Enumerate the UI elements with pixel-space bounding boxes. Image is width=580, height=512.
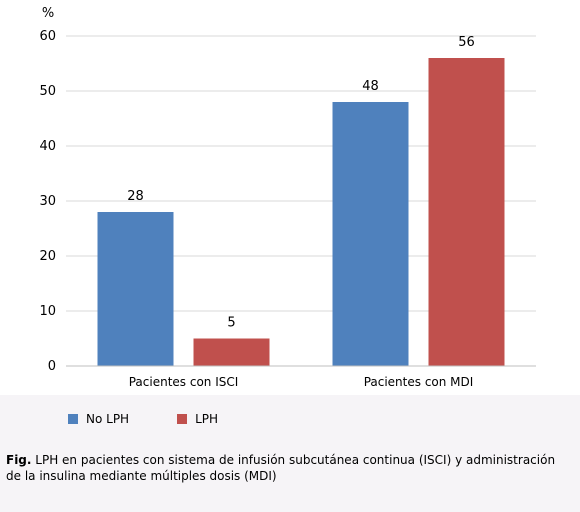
bar-no-lph-pacientes-con-mdi: [332, 102, 409, 366]
data-label-no-lph-pacientes-con-mdi: 48: [362, 79, 379, 94]
y-axis-ticks: 0 10 20 30 40 50 60: [39, 29, 56, 374]
legend-label-lph: LPH: [195, 412, 219, 426]
legend-label-no-lph: No LPH: [86, 412, 130, 426]
y-tick-label-60: 60: [39, 29, 56, 44]
legend: No LPH LPH: [68, 412, 266, 426]
bar-lph-pacientes-con-isci: [193, 338, 270, 366]
data-label-no-lph-pacientes-con-isci: 28: [127, 189, 144, 204]
legend-item-lph: LPH: [177, 412, 218, 426]
data-labels: 28 5 48 56: [127, 35, 475, 331]
y-tick-label-50: 50: [39, 84, 56, 99]
x-tick-label-pacientes-con-isci: Pacientes con ISCI: [129, 375, 239, 389]
y-axis-label: %: [42, 6, 54, 21]
caption-prefix: Fig.: [6, 453, 32, 467]
caption-text: LPH en pacientes con sistema de infusión…: [6, 453, 556, 483]
figure-caption: Fig. LPH en pacientes con sistema de inf…: [6, 452, 572, 484]
bars: [97, 58, 505, 366]
y-tick-label-30: 30: [39, 194, 56, 209]
y-tick-label-20: 20: [39, 249, 56, 264]
y-tick-label-40: 40: [39, 139, 56, 154]
data-label-lph-pacientes-con-mdi: 56: [458, 35, 475, 50]
legend-item-no-lph: No LPH: [68, 412, 129, 426]
bar-lph-pacientes-con-mdi: [428, 58, 505, 366]
legend-swatch-no-lph: [68, 414, 78, 424]
bar-no-lph-pacientes-con-isci: [97, 212, 174, 366]
legend-swatch-lph: [177, 414, 188, 424]
x-axis-ticks: Pacientes con ISCI Pacientes con MDI: [129, 375, 474, 389]
legend-caption-panel: No LPH LPH Fig. LPH en pacientes con sis…: [0, 395, 580, 512]
x-tick-label-pacientes-con-mdi: Pacientes con MDI: [364, 375, 474, 389]
bar-chart: 0 10 20 30 40 50 60 % 28 5 48 56 Pacientes con IS…: [39, 6, 536, 389]
data-label-lph-pacientes-con-isci: 5: [227, 316, 235, 331]
y-tick-label-10: 10: [39, 304, 56, 319]
y-tick-label-0: 0: [48, 359, 56, 374]
